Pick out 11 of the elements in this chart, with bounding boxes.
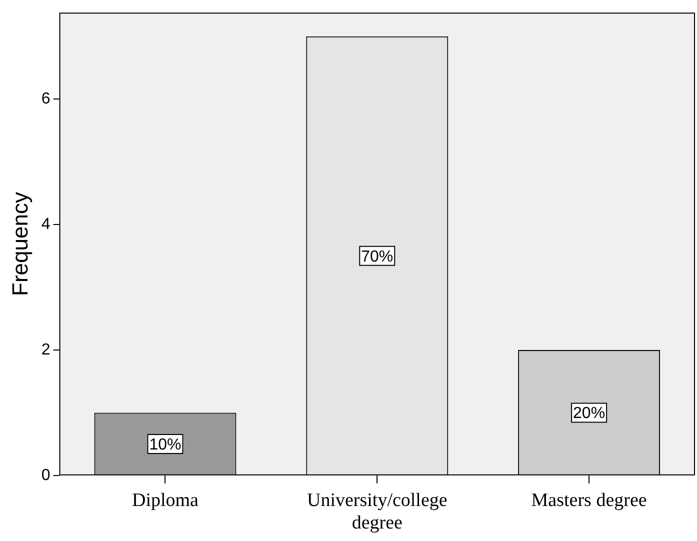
y-tick-label: 2 (41, 341, 50, 358)
x-tick-label: Masters degree (531, 490, 647, 511)
x-tick-label: Diploma (132, 490, 200, 511)
annotation: 10% (149, 436, 182, 454)
x-tick-label: University/college degree (306, 490, 448, 534)
y-tick-label: 0 (41, 466, 50, 484)
annotation: 70% (361, 248, 394, 266)
annotation: 20% (573, 405, 606, 422)
y-tick-label: 6 (41, 90, 50, 108)
y-axis-title: Frequency (7, 192, 32, 296)
y-tick-label: 4 (41, 216, 50, 233)
